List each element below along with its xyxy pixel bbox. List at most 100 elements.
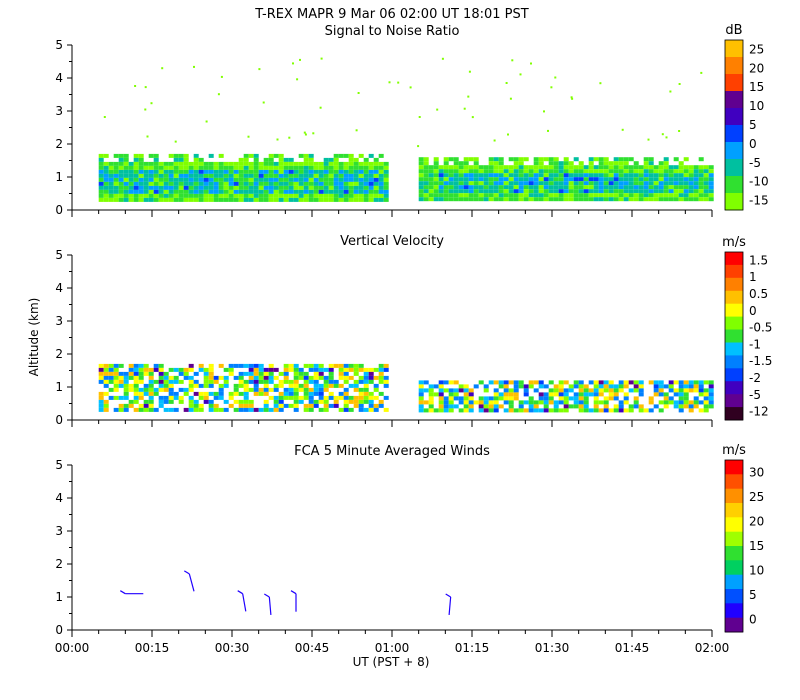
heatmap-cell (558, 165, 564, 170)
heatmap-cell (438, 177, 444, 182)
heatmap-cell (218, 407, 224, 412)
heatmap-cell (628, 173, 634, 178)
heatmap-cell (613, 165, 619, 170)
heatmap-cell (263, 161, 269, 166)
heatmap-cell (128, 185, 134, 190)
heatmap-cell (698, 400, 704, 405)
heatmap-cell (423, 177, 429, 182)
heatmap-cell (363, 367, 369, 372)
heatmap-cell (248, 181, 254, 186)
heatmap-cell (563, 193, 569, 198)
heatmap-cell (328, 157, 334, 162)
heatmap-cell (653, 197, 659, 202)
heatmap-cell (498, 392, 504, 397)
heatmap-cell (138, 181, 144, 186)
heatmap-cell (143, 367, 149, 372)
heatmap-cell (348, 197, 354, 202)
heatmap-cell (98, 181, 104, 186)
heatmap-cell (493, 177, 499, 182)
heatmap-cell (383, 185, 389, 190)
noise-point (467, 95, 470, 98)
heatmap-cell (508, 177, 514, 182)
heatmap-cell (583, 408, 589, 413)
colorbar-segment (725, 74, 743, 92)
heatmap-cell (473, 189, 479, 194)
heatmap-cell (433, 157, 439, 162)
colorbar-segment (725, 125, 743, 143)
heatmap-cell (203, 177, 209, 182)
heatmap-cell (613, 396, 619, 401)
heatmap-cell (168, 185, 174, 190)
heatmap-cell (618, 173, 624, 178)
noise-point (530, 62, 532, 65)
heatmap-cell (278, 153, 284, 158)
heatmap-cell (603, 404, 609, 409)
heatmap-cell (308, 391, 314, 396)
heatmap-cell (243, 189, 249, 194)
heatmap-cell (638, 185, 644, 190)
heatmap-cell (473, 173, 479, 178)
heatmap-cell (243, 153, 249, 158)
heatmap-cell (278, 399, 284, 404)
noise-point (262, 101, 265, 104)
noise-point (247, 135, 250, 138)
heatmap-cell (653, 392, 659, 397)
heatmap-cell (148, 379, 154, 384)
heatmap-cell (248, 403, 254, 408)
heatmap-cell (143, 165, 149, 170)
heatmap-cell (443, 388, 449, 393)
heatmap-cell (253, 383, 259, 388)
heatmap-cell (428, 404, 434, 409)
heatmap-cell (438, 384, 444, 389)
heatmap-cell (188, 375, 194, 380)
wind-barb (263, 593, 272, 615)
heatmap-cell (448, 181, 454, 186)
y-tick-label: 2 (55, 347, 63, 361)
heatmap-cell (298, 387, 304, 392)
noise-point (554, 76, 557, 79)
heatmap-cell (118, 173, 124, 178)
heatmap-cell (433, 408, 439, 413)
colorbar-label: 5 (749, 588, 757, 602)
wind-barb-flag (263, 593, 270, 598)
heatmap-cell (173, 193, 179, 198)
heatmap-cell (483, 165, 489, 170)
heatmap-cell (493, 185, 499, 190)
heatmap-cell (343, 395, 349, 400)
heatmap-cell (648, 408, 654, 413)
heatmap-cell (643, 165, 649, 170)
noise-point (621, 128, 624, 131)
heatmap-cell (323, 375, 329, 380)
heatmap-cell (463, 181, 469, 186)
heatmap-cell (133, 169, 139, 174)
heatmap-cell (603, 161, 609, 166)
heatmap-cell (133, 399, 139, 404)
heatmap-cell (233, 363, 239, 368)
heatmap-cell (103, 193, 109, 198)
heatmap-cell (323, 169, 329, 174)
heatmap-cell (548, 177, 554, 182)
heatmap-cell (428, 388, 434, 393)
heatmap-cell (123, 197, 129, 202)
heatmap-cell (173, 165, 179, 170)
wind-barb-shaft (448, 596, 452, 615)
noise-point (299, 58, 301, 61)
heatmap-cell (698, 177, 704, 182)
heatmap-cell (603, 197, 609, 202)
heatmap-cell (368, 379, 374, 384)
heatmap-cell (328, 177, 334, 182)
colorbar-segment (725, 142, 743, 160)
heatmap-cell (113, 363, 119, 368)
heatmap-cell (273, 177, 279, 182)
heatmap-cell (423, 169, 429, 174)
heatmap-cell (448, 197, 454, 202)
heatmap-cell (268, 169, 274, 174)
heatmap-cell (133, 185, 139, 190)
heatmap-cell (208, 153, 214, 158)
heatmap-cell (113, 153, 119, 158)
heatmap-cell (598, 388, 604, 393)
heatmap-cell (613, 384, 619, 389)
heatmap-cell (288, 403, 294, 408)
heatmap-cell (538, 197, 544, 202)
heatmap-cell (298, 177, 304, 182)
